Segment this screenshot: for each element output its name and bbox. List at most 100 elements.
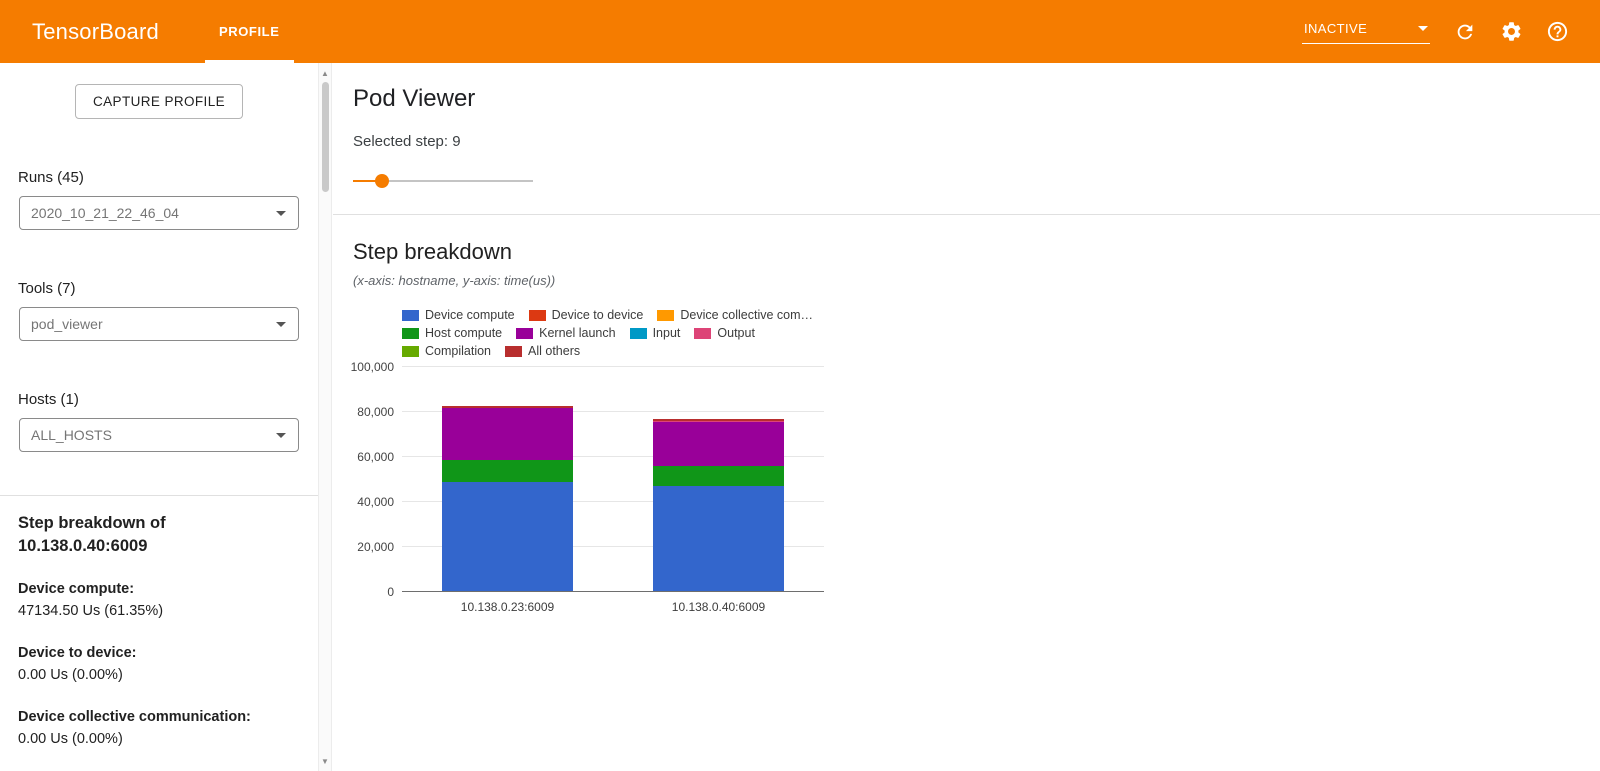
bar-segment[interactable] bbox=[653, 422, 784, 466]
bar-segment[interactable] bbox=[442, 408, 573, 460]
runs-select-value: 2020_10_21_22_46_04 bbox=[31, 205, 179, 221]
axis-note: (x-axis: hostname, y-axis: time(us)) bbox=[353, 273, 556, 288]
scroll-down-arrow[interactable]: ▼ bbox=[321, 756, 329, 766]
legend-label: Compilation bbox=[425, 344, 492, 358]
legend-label: Device to device bbox=[551, 308, 644, 322]
legend-row: Compilation All others bbox=[402, 344, 913, 359]
legend-row: Device compute Device to device Device col… bbox=[402, 308, 913, 323]
chart-gridline bbox=[402, 546, 824, 547]
chevron-down-icon bbox=[276, 321, 286, 327]
bar-segment[interactable] bbox=[653, 465, 784, 486]
bar-segment[interactable] bbox=[653, 420, 784, 423]
legend-label: Host compute bbox=[425, 326, 503, 340]
y-tick-label: 100,000 bbox=[350, 360, 394, 374]
legend-item[interactable]: Device collective com… bbox=[657, 308, 813, 323]
slider-fill bbox=[353, 180, 382, 182]
legend-label: All others bbox=[528, 344, 581, 358]
chart-gridline bbox=[402, 366, 824, 367]
chevron-down-icon bbox=[1418, 26, 1428, 31]
help-button[interactable] bbox=[1544, 19, 1570, 45]
top-bar: TensorBoard PROFILE INACTIVE bbox=[0, 0, 1600, 63]
tools-select[interactable]: pod_viewer bbox=[19, 307, 299, 341]
status-label: INACTIVE bbox=[1304, 21, 1368, 36]
legend-item[interactable]: Device compute bbox=[402, 308, 515, 323]
chart-baseline bbox=[402, 591, 824, 592]
sidebar: CAPTURE PROFILE Runs (45) 2020_10_21_22_… bbox=[0, 63, 318, 771]
step-breakdown-chart: Device compute Device to device Device col… bbox=[351, 308, 913, 614]
tab-profile-label: PROFILE bbox=[218, 24, 280, 39]
legend-label: Device compute bbox=[425, 308, 515, 322]
chart-gridline bbox=[402, 456, 824, 457]
app-title: TensorBoard bbox=[32, 18, 159, 44]
stat-label: Device compute: bbox=[18, 581, 135, 597]
divider bbox=[333, 214, 1600, 215]
legend-item[interactable]: Kernel launch bbox=[516, 326, 616, 341]
selected-step-value: 9 bbox=[452, 133, 461, 150]
runs-select[interactable]: 2020_10_21_22_46_04 bbox=[19, 196, 299, 230]
legend-swatch bbox=[694, 328, 712, 339]
bar-segment[interactable] bbox=[442, 405, 573, 409]
legend-item[interactable]: All others bbox=[505, 344, 580, 359]
legend-swatch bbox=[402, 328, 419, 339]
legend-swatch bbox=[505, 346, 523, 357]
bar-segment[interactable] bbox=[653, 419, 784, 421]
legend-item[interactable]: Input bbox=[629, 326, 681, 341]
chart-gridline bbox=[402, 501, 824, 502]
capture-profile-button[interactable]: CAPTURE PROFILE bbox=[74, 84, 244, 119]
y-tick-label: 80,000 bbox=[357, 405, 394, 419]
legend-label: Kernel launch bbox=[539, 326, 616, 340]
y-tick-label: 0 bbox=[387, 585, 394, 599]
x-tick-label: 10.138.0.40:6009 bbox=[671, 600, 766, 614]
sidebar-scrollbar[interactable]: ▲ ▼ bbox=[318, 63, 332, 771]
legend-swatch bbox=[516, 328, 534, 339]
hosts-select[interactable]: ALL_HOSTS bbox=[19, 418, 299, 452]
stat-label: Device to device: bbox=[18, 645, 137, 661]
legend-row: Host compute Kernel launch Input Output bbox=[402, 326, 913, 341]
chart-plot: 0 20,000 40,000 60,000 80,000 100,000 10.138.0… bbox=[351, 360, 824, 614]
refresh-button[interactable] bbox=[1452, 19, 1478, 45]
stat-device-compute: Device compute: 47134.50 Us (61.35%) bbox=[18, 578, 300, 622]
legend-swatch bbox=[402, 346, 419, 357]
slider-track bbox=[353, 180, 533, 182]
hosts-select-value: ALL_HOSTS bbox=[31, 427, 112, 443]
status-dropdown[interactable]: INACTIVE bbox=[1302, 19, 1430, 44]
legend-swatch bbox=[528, 310, 546, 321]
legend-item[interactable]: Compilation bbox=[402, 344, 491, 359]
chart-legend: Device compute Device to device Device col… bbox=[402, 308, 913, 359]
page-title: Pod Viewer bbox=[353, 85, 476, 112]
chart-gridline bbox=[402, 411, 824, 412]
legend-swatch bbox=[657, 310, 675, 321]
y-tick-label: 40,000 bbox=[357, 495, 394, 509]
chevron-down-icon bbox=[276, 210, 286, 216]
divider bbox=[0, 495, 318, 496]
runs-label: Runs (45) bbox=[18, 169, 84, 186]
breakdown-heading: Step breakdown of 10.138.0.40:6009 bbox=[18, 514, 166, 555]
slider-thumb[interactable] bbox=[374, 174, 389, 188]
x-tick-label: 10.138.0.23:6009 bbox=[460, 600, 555, 614]
selected-step: Selected step: 9 bbox=[353, 133, 1600, 150]
legend-item[interactable]: Output bbox=[694, 326, 755, 341]
legend-item[interactable]: Device to device bbox=[528, 308, 644, 323]
legend-swatch bbox=[402, 310, 419, 321]
bar-segment[interactable] bbox=[442, 459, 573, 482]
refresh-icon bbox=[1457, 24, 1473, 39]
selected-step-label: Selected step: bbox=[353, 133, 449, 150]
scroll-thumb[interactable] bbox=[322, 82, 329, 192]
stat-device-to-device: Device to device: 0.00 Us (0.00%) bbox=[18, 642, 300, 686]
scroll-up-arrow[interactable]: ▲ bbox=[321, 68, 329, 78]
stat-value: 0.00 Us (0.00%) bbox=[18, 667, 123, 683]
y-tick-label: 20,000 bbox=[357, 540, 394, 554]
y-tick-label: 60,000 bbox=[357, 450, 394, 464]
section-title: Step breakdown bbox=[353, 239, 512, 264]
tab-bar: PROFILE bbox=[204, 0, 294, 63]
legend-item[interactable]: Host compute bbox=[402, 326, 502, 341]
bar-segment[interactable] bbox=[653, 485, 784, 592]
tab-profile[interactable]: PROFILE bbox=[204, 0, 294, 63]
step-slider[interactable] bbox=[353, 174, 533, 188]
tools-label: Tools (7) bbox=[18, 280, 76, 297]
bar-segment[interactable] bbox=[442, 481, 573, 592]
legend-swatch bbox=[629, 328, 647, 339]
legend-label: Input bbox=[652, 326, 681, 340]
settings-button[interactable] bbox=[1498, 19, 1524, 45]
main-content: Pod Viewer Selected step: 9 Step breakdo… bbox=[333, 63, 1600, 771]
